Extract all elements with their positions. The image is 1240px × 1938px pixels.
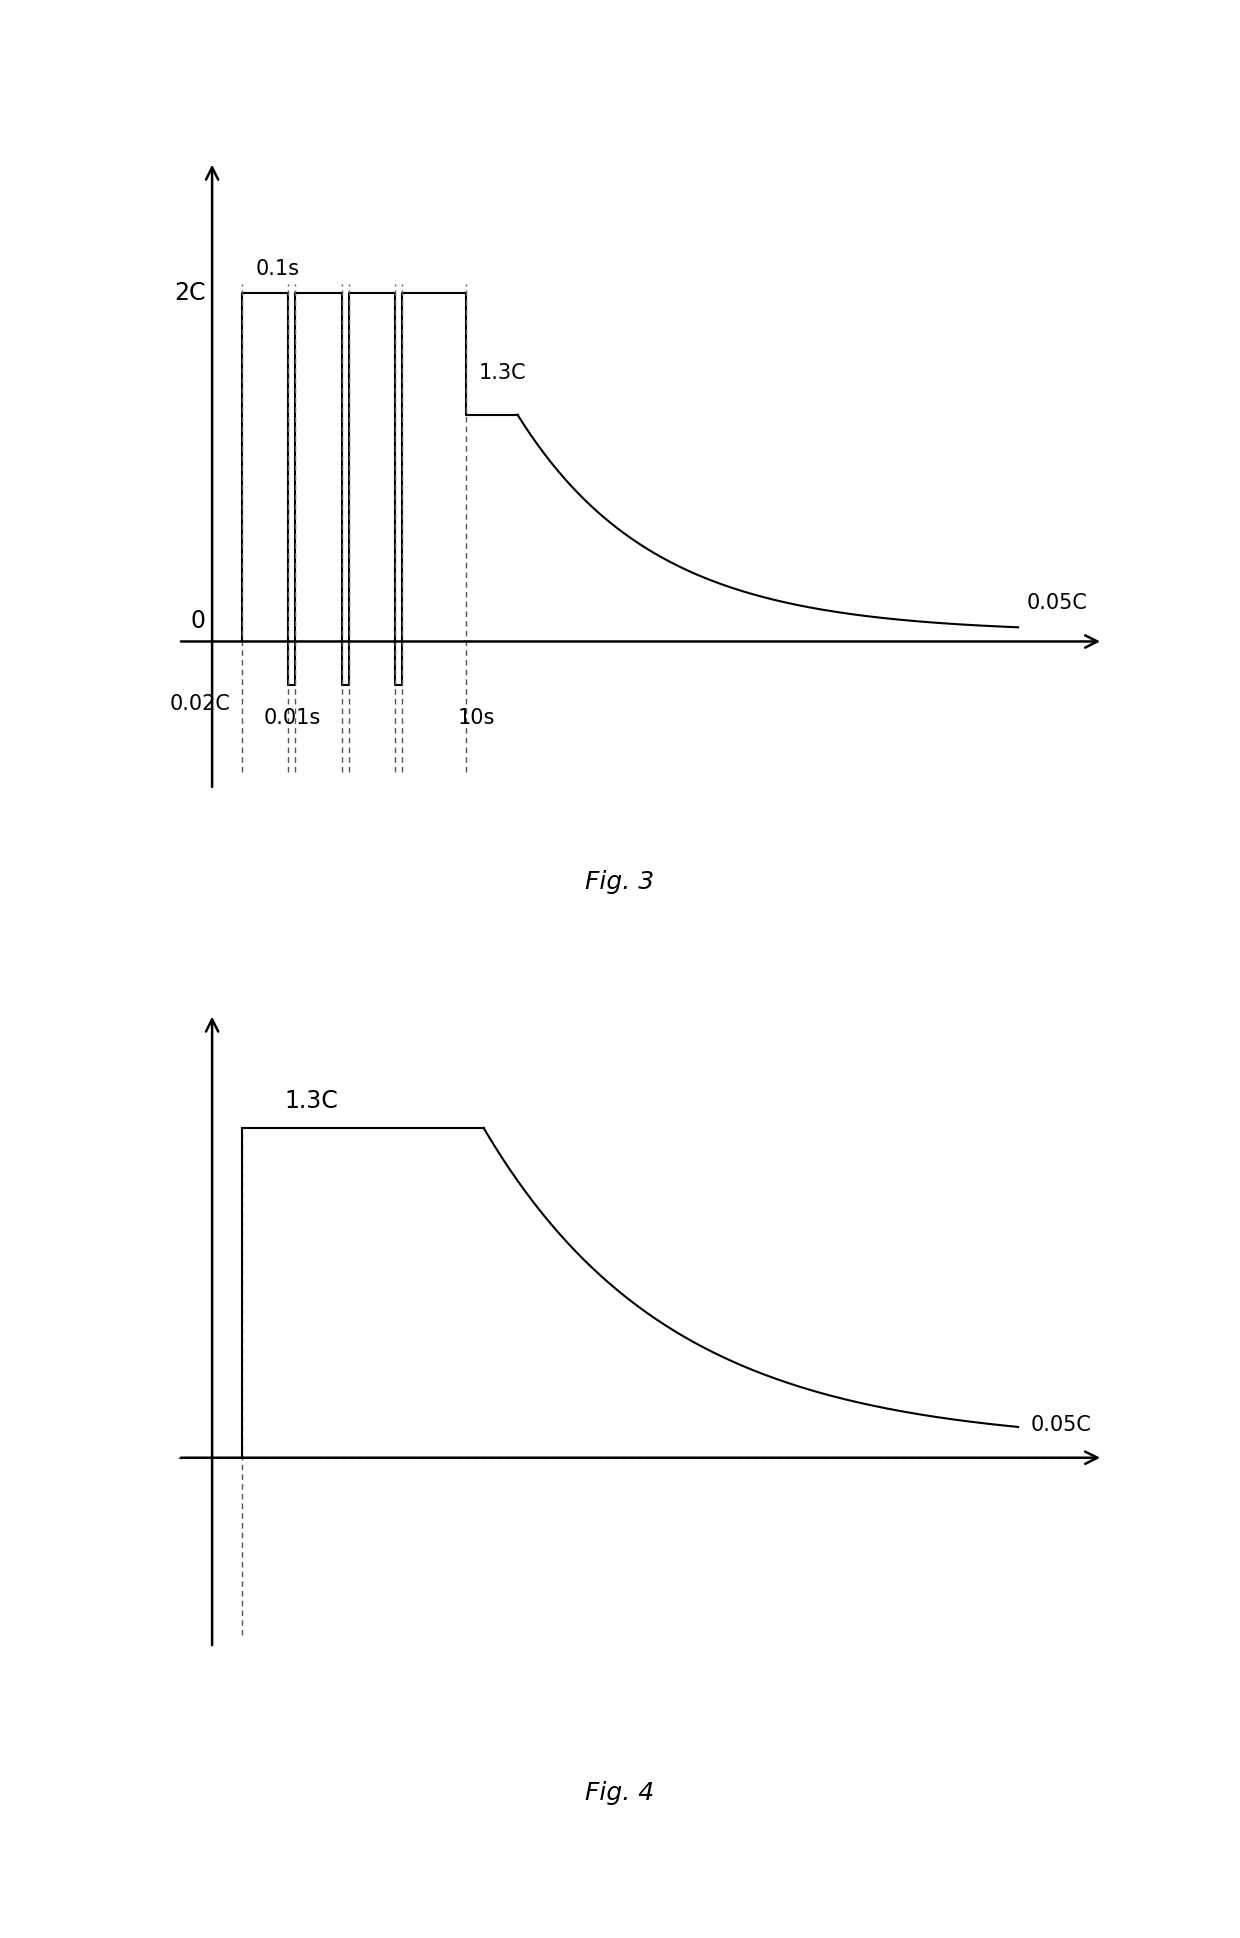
Text: 2C: 2C bbox=[174, 281, 206, 304]
Text: 0.05C: 0.05C bbox=[1030, 1415, 1091, 1434]
Text: 0.01s: 0.01s bbox=[263, 707, 320, 729]
Text: 1.3C: 1.3C bbox=[284, 1089, 339, 1112]
Text: 0.02C: 0.02C bbox=[170, 694, 231, 713]
Text: Fig. 3: Fig. 3 bbox=[585, 870, 655, 893]
Text: 0.05C: 0.05C bbox=[1027, 593, 1087, 612]
Text: 0: 0 bbox=[190, 609, 206, 634]
Text: 1.3C: 1.3C bbox=[479, 362, 526, 384]
Text: 10s: 10s bbox=[458, 707, 495, 729]
Text: 0.1s: 0.1s bbox=[255, 258, 300, 279]
Text: Fig. 4: Fig. 4 bbox=[585, 1781, 655, 1804]
